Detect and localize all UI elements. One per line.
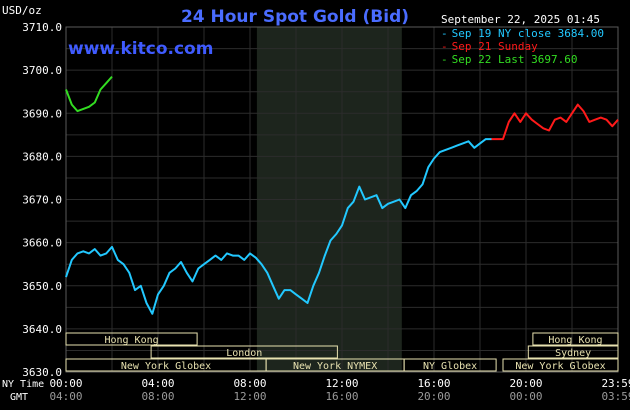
y-tick-label: 3650.0 (22, 280, 62, 293)
timestamp: September 22, 2025 01:45 (441, 13, 600, 26)
x-tick-gmt: 00:00 (509, 390, 542, 403)
legend-text: Sep 19 NY close 3684.00 (452, 27, 604, 40)
y-tick-label: 3680.0 (22, 150, 62, 163)
grid-lines (65, 26, 619, 373)
session-bar: Hong Kong (532, 332, 619, 346)
x-tick-ny: 08:00 (233, 377, 266, 390)
x-tick-gmt: 20:00 (417, 390, 450, 403)
y-tick-label: 3670.0 (22, 194, 62, 207)
gmt-label: GMT (10, 392, 28, 403)
x-tick-gmt: 08:00 (141, 390, 174, 403)
legend-entry: - Sep 22 Last 3697.60 (441, 53, 577, 66)
market-sessions: Hong Kong London New York Globex New York N… (65, 332, 619, 372)
series-line-2 (65, 75, 113, 113)
chart-title: 24 Hour Spot Gold (Bid) (181, 7, 409, 27)
x-tick-ny: 20:00 (509, 377, 542, 390)
session-bar: Hong Kong (65, 332, 198, 346)
site-url: www.kitco.com (68, 39, 213, 59)
session-box (502, 358, 619, 372)
session-box (150, 345, 338, 359)
legend-entry: - Sep 19 NY close 3684.00 (441, 27, 604, 40)
x-tick-ny: 23:59 (601, 377, 630, 390)
session-bar: Sydney (527, 345, 619, 359)
y-tick-label: 3690.0 (22, 107, 62, 120)
session-label: New York NYMEX (293, 361, 377, 372)
x-tick-ny: 16:00 (417, 377, 450, 390)
session-label: Sydney (555, 348, 591, 359)
session-box (403, 358, 497, 372)
x-tick-gmt: 03:59 (601, 390, 630, 403)
session-box (65, 332, 198, 346)
price-series (65, 75, 619, 315)
session-bar: NY Globex (403, 358, 497, 372)
series-line-1 (491, 103, 619, 141)
legend-text: Sep 22 Last 3697.60 (452, 53, 578, 66)
session-label: New York Globex (515, 361, 605, 372)
session-box (532, 332, 619, 346)
session-bar: London (150, 345, 338, 359)
session-label: Hong Kong (548, 335, 602, 346)
session-label: London (226, 348, 262, 359)
x-tick-ny: 12:00 (325, 377, 358, 390)
legend-mark: - (441, 40, 448, 53)
y-tick-label: 3700.0 (22, 64, 62, 77)
x-tick-gmt: 04:00 (49, 390, 82, 403)
legend: - Sep 19 NY close 3684.00- Sep 21 Sunday- S… (441, 27, 604, 66)
session-bar: New York Globex (502, 358, 619, 372)
session-label: New York Globex (121, 361, 211, 372)
plot-frame (65, 26, 619, 373)
y-tick-label: 3630.0 (22, 366, 62, 379)
ny-time-label: NY Time (2, 379, 44, 390)
legend-mark: - (441, 27, 448, 40)
session-bar: New York Globex (65, 358, 267, 372)
x-tick-ny: 00:00 (49, 377, 82, 390)
legend-entry: - Sep 21 Sunday (441, 40, 538, 53)
legend-mark: - (441, 53, 448, 66)
x-tick-gmt: 12:00 (233, 390, 266, 403)
y-tick-label: 3660.0 (22, 237, 62, 250)
session-box (527, 345, 619, 359)
x-tick-gmt: 16:00 (325, 390, 358, 403)
x-tick-ny: 04:00 (141, 377, 174, 390)
y-axis-unit: USD/oz (2, 4, 42, 17)
legend-text: Sep 21 Sunday (452, 40, 538, 53)
y-tick-label: 3640.0 (22, 323, 62, 336)
series-line-0 (65, 138, 492, 315)
session-label: NY Globex (423, 361, 477, 372)
session-label: Hong Kong (104, 335, 158, 346)
y-tick-label: 3710.0 (22, 21, 62, 34)
axis-ticks: 3710.0 3700.0 3690.0 3680.0 3670.0 3660.0 3650… (22, 21, 630, 403)
